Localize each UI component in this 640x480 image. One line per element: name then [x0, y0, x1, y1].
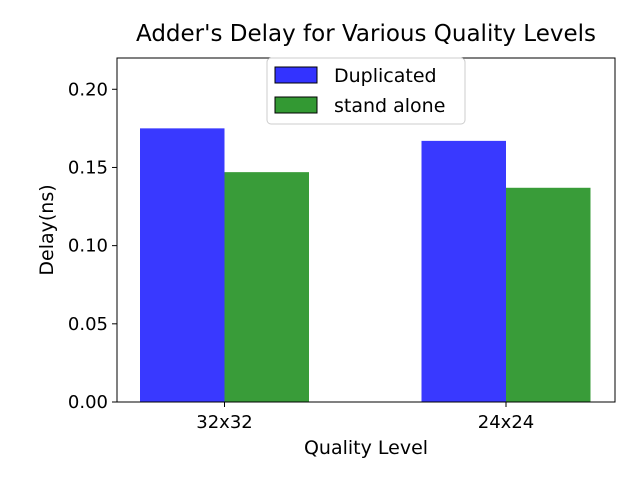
plot-area: 0.00 0.05 0.10 0.15 0.20 32x32 24x24: [68, 57, 616, 433]
legend-label-duplicated: Duplicated: [334, 65, 437, 87]
y-tick-label: 0.10: [68, 236, 108, 257]
y-tick-label: 0.20: [68, 79, 108, 100]
x-tick-label-24x24: 24x24: [478, 412, 534, 433]
y-tick-label: 0.15: [68, 157, 108, 178]
x-axis-ticks: 32x32 24x24: [196, 402, 534, 433]
bar-duplicated-32x32: [140, 128, 225, 402]
bars-group: [140, 128, 591, 402]
bar-stand-alone-24x24: [506, 187, 591, 402]
y-tick-label: 0.00: [68, 392, 108, 413]
legend-swatch-stand-alone: [274, 96, 318, 114]
legend: Duplicated stand alone: [266, 57, 466, 125]
x-axis-label: Quality Level: [304, 437, 428, 459]
legend-label-stand-alone: stand alone: [334, 95, 445, 117]
y-axis-ticks: 0.00 0.05 0.10 0.15 0.20: [68, 79, 117, 413]
y-tick-label: 0.05: [68, 314, 108, 335]
legend-swatch-duplicated: [274, 66, 318, 84]
x-tick-label-32x32: 32x32: [196, 412, 252, 433]
bar-stand-alone-32x32: [224, 172, 309, 402]
y-axis-label: Delay(ns): [36, 184, 58, 275]
chart-title: Adder's Delay for Various Quality Levels: [136, 21, 596, 47]
bar-duplicated-24x24: [421, 140, 506, 402]
